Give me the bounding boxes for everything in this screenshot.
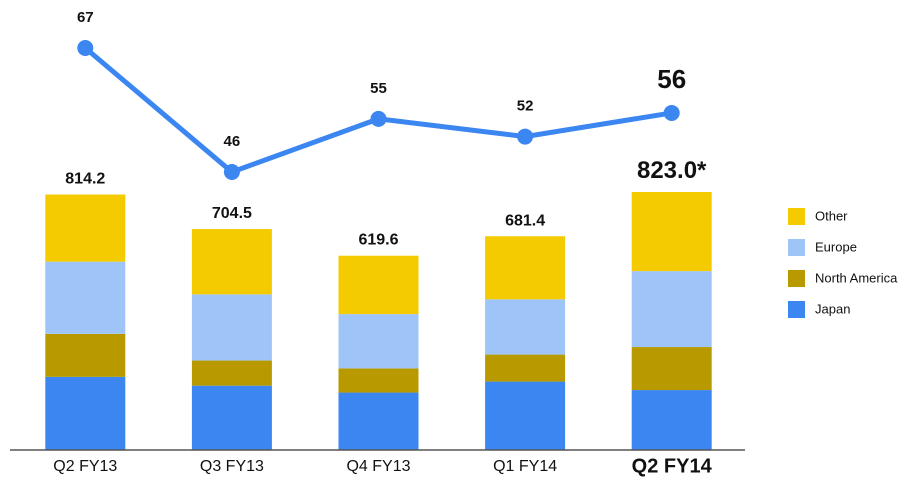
total-label: 823.0* [637, 157, 707, 184]
total-label: 619.6 [358, 232, 398, 249]
total-label: 681.4 [505, 212, 545, 229]
legend-label: Europe [815, 239, 857, 254]
legend-swatch [788, 239, 805, 256]
line-label: 67 [77, 9, 94, 26]
line-marker [663, 104, 680, 121]
bar-segment [45, 376, 126, 450]
legend-label: Japan [815, 301, 850, 316]
line-marker [370, 110, 387, 127]
bar-segment [191, 294, 272, 361]
total-label: 814.2 [65, 171, 105, 188]
bar-segment [45, 194, 126, 262]
line-marker [77, 40, 94, 56]
bar-segment [191, 229, 272, 295]
x-tick-label: Q4 FY13 [346, 458, 410, 475]
bar-segment [631, 347, 712, 391]
total-label: 704.5 [212, 205, 252, 222]
legend-swatch [788, 208, 805, 225]
x-tick-label: Q2 FY14 [632, 455, 713, 477]
bar-segment [631, 390, 712, 450]
bar-segment [191, 385, 272, 450]
line-marker [223, 164, 240, 180]
line-marker [517, 128, 534, 145]
bar-segment [338, 392, 419, 450]
legend-swatch [788, 301, 805, 318]
legend-label: Other [815, 208, 848, 223]
bar-segment [485, 354, 566, 382]
line-label: 52 [517, 98, 534, 115]
legend-swatch [788, 270, 805, 287]
bar-segment [45, 261, 126, 334]
line-label: 56 [657, 64, 686, 94]
x-tick-label: Q1 FY14 [493, 458, 557, 475]
x-tick-label: Q2 FY13 [53, 458, 117, 475]
bar-segment [631, 192, 712, 272]
bar-segment [485, 299, 566, 355]
line-label: 55 [370, 80, 387, 97]
bar-segment [338, 255, 419, 315]
line-label: 46 [224, 133, 241, 150]
bar-segment [338, 368, 419, 393]
bar-segment [485, 381, 566, 450]
bar-segment [485, 236, 566, 300]
x-tick-label: Q3 FY13 [200, 458, 264, 475]
bar-segment [338, 314, 419, 369]
line [83, 46, 673, 175]
legend-label: North America [815, 270, 898, 285]
bar-segment [45, 333, 126, 377]
bar-segment [631, 271, 712, 348]
bar-segment [191, 360, 272, 386]
